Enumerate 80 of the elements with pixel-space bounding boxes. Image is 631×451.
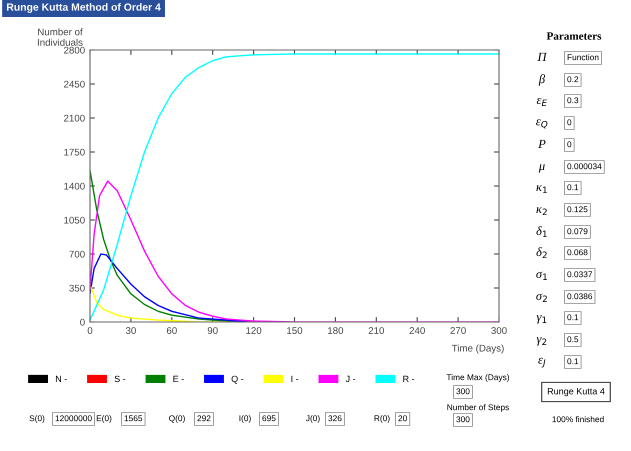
text: 0.0337 — [567, 271, 592, 278]
y-tick-label: 2100 — [64, 114, 85, 122]
text: 300 — [456, 416, 470, 422]
text: 0.3 — [567, 97, 578, 104]
x-tick-label: 120 — [246, 327, 262, 334]
text: 12000000 — [56, 415, 92, 422]
text: 0.000034 — [567, 163, 602, 170]
text: κ$_{2}$ — [536, 207, 547, 216]
text: 100% finished — [552, 416, 604, 422]
text: Number of Steps — [447, 404, 509, 412]
x-tick-label: 270 — [450, 327, 466, 334]
text: 0.1 — [567, 184, 578, 190]
text: I(0) — [240, 415, 251, 423]
text: Runge Kutta 4 — [548, 388, 605, 396]
text: E(0) — [96, 415, 112, 423]
text: 300 — [456, 388, 470, 394]
text: S(0) — [30, 415, 44, 423]
x-tick-label: 0 — [88, 327, 92, 334]
text: δ$_{2}$ — [536, 247, 547, 258]
y-tick-label: 700 — [69, 250, 85, 258]
x-tick-label: 60 — [166, 327, 177, 334]
y-axis-title: Number of Individuals — [38, 28, 83, 46]
legend-label: I - — [291, 376, 298, 382]
line-series — [90, 53, 499, 321]
legend-label: Q - — [232, 376, 244, 384]
text: γ$_{1}$ — [536, 315, 546, 324]
text: β — [538, 74, 546, 86]
x-tick-label: 210 — [368, 327, 384, 334]
text: Π — [537, 52, 548, 62]
y-tick-label: 0 — [80, 318, 85, 326]
text: 292 — [197, 415, 210, 422]
text: μ — [538, 164, 545, 173]
x-tick-label: 150 — [287, 327, 302, 334]
text: J(0) — [306, 415, 320, 423]
text: 0.125 — [567, 206, 588, 212]
chart-title: Runge Kutta Method of Order 4 — [7, 3, 161, 13]
text: 0.1 — [567, 314, 578, 320]
x-tick-label: 30 — [126, 327, 136, 334]
text: σ$_{2}$ — [536, 294, 547, 302]
x-tick-label: 180 — [328, 327, 344, 334]
text: κ$_{1}$ — [536, 185, 547, 194]
legend-label: N - — [56, 376, 67, 382]
legend-label: J - — [346, 376, 356, 382]
y-tick-label: 1750 — [64, 148, 85, 156]
y-tick-label: 2800 — [64, 46, 85, 54]
text: 326 — [328, 415, 342, 422]
text: Parameters — [546, 32, 602, 40]
x-tick-label: 240 — [410, 327, 425, 334]
x-tick-label: 90 — [208, 327, 218, 334]
text: 0.079 — [567, 228, 588, 234]
text: 0.2 — [567, 76, 578, 82]
text: 0 — [567, 119, 572, 126]
text: γ$_{2}$ — [536, 337, 546, 346]
text: P — [538, 140, 546, 148]
text: Function — [568, 54, 598, 60]
text: 20 — [398, 415, 407, 422]
text: 1565 — [124, 415, 142, 422]
text: Time Max (Days) — [446, 374, 510, 382]
y-tick-label: 1400 — [64, 182, 85, 190]
text: R(0) — [374, 415, 390, 423]
text: 0 — [567, 141, 572, 148]
legend-label: E - — [173, 376, 184, 382]
y-tick-label: 350 — [69, 284, 85, 292]
x-tick-label: 300 — [491, 327, 507, 334]
y-tick-label: 1050 — [64, 216, 85, 224]
text: δ$_{1}$ — [536, 226, 547, 238]
y-tick-label: 2450 — [64, 80, 85, 88]
text: 0.1 — [567, 358, 578, 364]
legend-label: R - — [403, 376, 414, 382]
text: 695 — [262, 415, 276, 422]
x-axis-title: Time (Days) — [452, 344, 504, 354]
text: 0.0386 — [567, 293, 592, 300]
text: 0.068 — [567, 249, 588, 256]
text: ε$_{J}$ — [538, 358, 546, 368]
text: 0.5 — [567, 336, 578, 342]
legend-label: S - — [114, 376, 126, 382]
text: σ$_{1}$ — [536, 272, 547, 280]
text: ε$_{Q}$ — [536, 119, 548, 128]
text: ε$_{E}$ — [536, 98, 548, 106]
text: Q(0) — [169, 415, 185, 423]
